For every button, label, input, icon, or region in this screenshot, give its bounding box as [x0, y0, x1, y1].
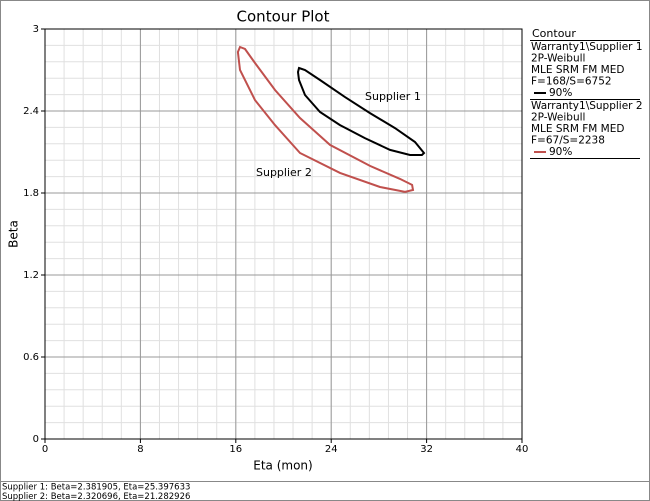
y-tick-label: 1.2: [23, 270, 39, 281]
plot-frame: [44, 28, 523, 440]
legend-detail: F=67/S=2238: [531, 135, 605, 147]
legend-name: Warranty1\Supplier 2: [531, 100, 643, 112]
legend-level: 90%: [549, 146, 572, 158]
legend-detail: 2P-Weibull: [531, 112, 585, 124]
y-tick-label: 3: [33, 24, 39, 35]
legend-detail: MLE SRM FM MED: [531, 123, 624, 135]
legend-title: Contour: [532, 27, 576, 40]
footer-text: Supplier 2: Beta=2.320696, Eta=21.282926: [2, 492, 190, 501]
legend-name: Warranty1\Supplier 1: [531, 41, 643, 53]
contour-line: [236, 45, 415, 193]
legend-detail: 2P-Weibull: [531, 53, 585, 65]
y-tick-label: 1.8: [23, 188, 39, 199]
annotation: Supplier 2: [256, 166, 312, 179]
y-tick-label: 2.4: [23, 106, 39, 117]
y-axis-label: Beta: [7, 220, 21, 248]
y-tick-label: 0.6: [23, 352, 39, 363]
x-tick-label: 0: [42, 444, 48, 455]
annotation: Supplier 1: [365, 90, 421, 103]
x-tick-label: 40: [516, 444, 529, 455]
chart-title: Contour Plot: [237, 8, 330, 26]
legend-level: 90%: [549, 87, 572, 99]
x-tick-label: 8: [137, 444, 143, 455]
contour-line: [296, 66, 426, 156]
legend-detail: F=168/S=6752: [531, 76, 612, 88]
y-tick-label: 0: [33, 434, 39, 445]
x-tick-label: 32: [420, 444, 433, 455]
x-tick-label: 16: [229, 444, 242, 455]
x-tick-label: 24: [325, 444, 338, 455]
legend-detail: MLE SRM FM MED: [531, 64, 624, 76]
x-axis-label: Eta (mon): [253, 459, 312, 473]
footer-text: Supplier 1: Beta=2.381905, Eta=25.397633: [2, 483, 190, 493]
